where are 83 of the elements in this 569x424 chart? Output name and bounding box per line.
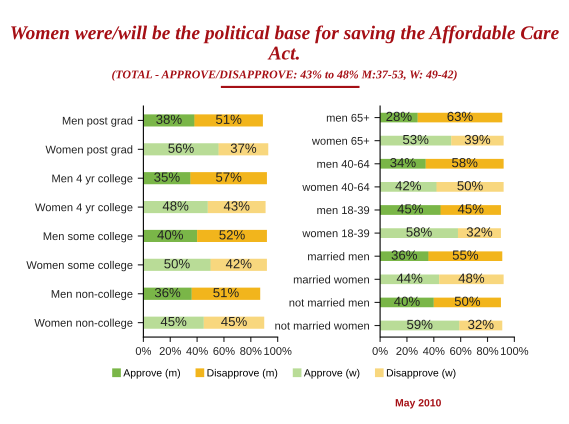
- data-label: 58%: [406, 227, 432, 237]
- x-tick-label: 80%: [476, 347, 498, 355]
- data-label: 53%: [403, 134, 428, 144]
- data-label: 52%: [219, 230, 245, 240]
- bar: [440, 205, 501, 215]
- y-tick-label: men 40-64: [317, 160, 370, 168]
- legend-label: Approve (w): [304, 368, 360, 379]
- bar: [380, 205, 441, 215]
- data-label: 32%: [468, 320, 494, 330]
- data-label: 58%: [452, 158, 478, 168]
- data-label: 50%: [454, 296, 480, 306]
- text: May 2010: [396, 399, 441, 409]
- x-tick-label: 100%: [264, 347, 292, 355]
- data-label: 44%: [396, 274, 422, 283]
- x-tick-label: 60%: [450, 347, 472, 355]
- y-tick-label: men 18-39: [317, 206, 370, 214]
- data-label: 40%: [157, 230, 183, 240]
- y-tick-label: married women: [294, 275, 369, 284]
- y-tick-label: Women non-college: [34, 318, 132, 329]
- bar: [380, 320, 460, 330]
- bar: [197, 230, 267, 242]
- x-tick-label: 40%: [422, 347, 445, 355]
- data-label: 43%: [224, 201, 250, 211]
- data-label: 42%: [226, 259, 252, 268]
- bar: [380, 228, 458, 238]
- y-tick-label: Women 4 yr college: [35, 203, 132, 214]
- x-tick-label: 100%: [501, 347, 528, 355]
- legend-label: Disapprove (m): [208, 368, 278, 379]
- y-tick-label: women 40-64: [302, 183, 370, 192]
- data-label: 45%: [458, 204, 484, 214]
- data-label: 35%: [154, 172, 180, 182]
- data-label: 55%: [452, 250, 478, 260]
- y-tick-label: men 65+: [326, 114, 370, 122]
- y-tick-label: Women some college: [26, 260, 132, 272]
- data-label: 36%: [154, 288, 180, 298]
- data-label: 59%: [407, 320, 432, 330]
- y-tick-label: women 18-39: [302, 229, 370, 238]
- y-tick-label: married men: [308, 252, 369, 260]
- data-label: 56%: [168, 144, 194, 153]
- data-label: 51%: [216, 114, 242, 124]
- data-label: 37%: [230, 144, 256, 153]
- data-label: 42%: [395, 181, 422, 190]
- y-tick-label: Men some college: [44, 232, 132, 242]
- data-label: 50%: [457, 181, 483, 190]
- data-label: 45%: [160, 316, 186, 326]
- bar: [418, 112, 502, 122]
- data-label: 48%: [458, 274, 484, 283]
- bar: [190, 172, 267, 184]
- y-tick-label: Men 4 yr college: [52, 174, 132, 185]
- data-label: 36%: [392, 250, 417, 260]
- data-label: 39%: [464, 134, 490, 144]
- chart-title: Women were/will be the political base for saving the Affordable Care Act.: [11, 25, 559, 60]
- y-tick-label: Women post grad: [46, 145, 132, 156]
- bar: [434, 298, 501, 308]
- legend-label: Approve (m): [123, 368, 180, 379]
- x-tick-label: 60%: [213, 347, 235, 355]
- data-label: 48%: [162, 201, 188, 211]
- y-tick-label: Men post grad: [62, 116, 132, 127]
- data-label: 45%: [397, 204, 424, 214]
- x-tick-label: 80%: [240, 347, 262, 355]
- x-tick-label: 0%: [136, 347, 152, 355]
- data-label: 45%: [221, 316, 247, 326]
- data-label: 38%: [156, 114, 182, 124]
- bar: [192, 288, 260, 300]
- data-label: 63%: [447, 112, 473, 122]
- x-tick-label: 20%: [160, 347, 181, 355]
- data-label: 50%: [164, 259, 190, 268]
- data-label: 40%: [394, 296, 420, 306]
- legend-label: Disapprove (w): [386, 368, 456, 379]
- data-label: 32%: [466, 227, 492, 237]
- y-tick-label: women 65+: [312, 136, 370, 145]
- data-label: 28%: [386, 112, 412, 122]
- y-tick-label: Men non-college: [52, 290, 132, 300]
- chart-subtitle: (TOTAL - APPROVE/DISAPPROVE: 43% to 48% M:37-53, W: 49-42): [112, 70, 457, 81]
- y-tick-label: not married women: [275, 322, 369, 330]
- bar: [194, 114, 263, 127]
- x-tick-label: 20%: [396, 347, 418, 355]
- data-label: 34%: [390, 158, 416, 168]
- x-tick-label: 40%: [186, 347, 208, 355]
- data-label: 57%: [216, 172, 242, 182]
- data-label: 51%: [213, 288, 239, 298]
- y-tick-label: not married men: [290, 298, 369, 307]
- x-tick-label: 0%: [372, 347, 388, 355]
